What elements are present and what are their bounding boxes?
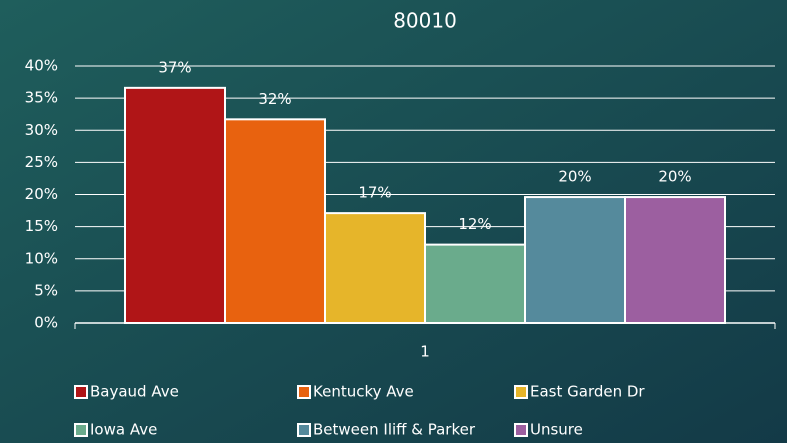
y-tick-label: 5%	[34, 281, 58, 299]
bar	[524, 196, 626, 325]
data-label: 32%	[258, 90, 291, 108]
bar	[624, 196, 726, 325]
legend-label: Unsure	[530, 421, 583, 439]
legend-swatch	[297, 423, 311, 437]
y-tick-label: 0%	[34, 314, 58, 332]
y-tick-label: 25%	[25, 153, 58, 171]
bar	[124, 86, 226, 324]
x-tick-label: 1	[420, 343, 430, 361]
legend-swatch	[514, 423, 528, 437]
legend-label: East Garden Dr	[530, 383, 645, 401]
legend-label: Between Iliff & Parker	[313, 421, 476, 439]
bar	[224, 118, 326, 324]
data-label: 12%	[458, 215, 491, 233]
data-label: 37%	[158, 58, 191, 76]
y-tick-label: 15%	[25, 217, 58, 235]
data-label: 17%	[358, 184, 391, 202]
y-tick-label: 10%	[25, 249, 58, 267]
y-tick-label: 20%	[25, 185, 58, 203]
legend-label: Iowa Ave	[90, 421, 157, 439]
data-label: 20%	[658, 168, 691, 186]
legend-swatch	[514, 385, 528, 399]
legend-label: Bayaud Ave	[90, 383, 179, 401]
bar	[324, 212, 426, 325]
legend-swatch	[297, 385, 311, 399]
legend-swatch	[74, 423, 88, 437]
y-tick-label: 30%	[25, 121, 58, 139]
legend-label: Kentucky Ave	[313, 383, 414, 401]
bar	[424, 243, 526, 325]
y-tick-label: 40%	[25, 57, 58, 75]
legend-swatch	[74, 385, 88, 399]
data-label: 20%	[558, 168, 591, 186]
chart-title: 80010	[393, 9, 457, 33]
y-tick-label: 35%	[25, 89, 58, 107]
